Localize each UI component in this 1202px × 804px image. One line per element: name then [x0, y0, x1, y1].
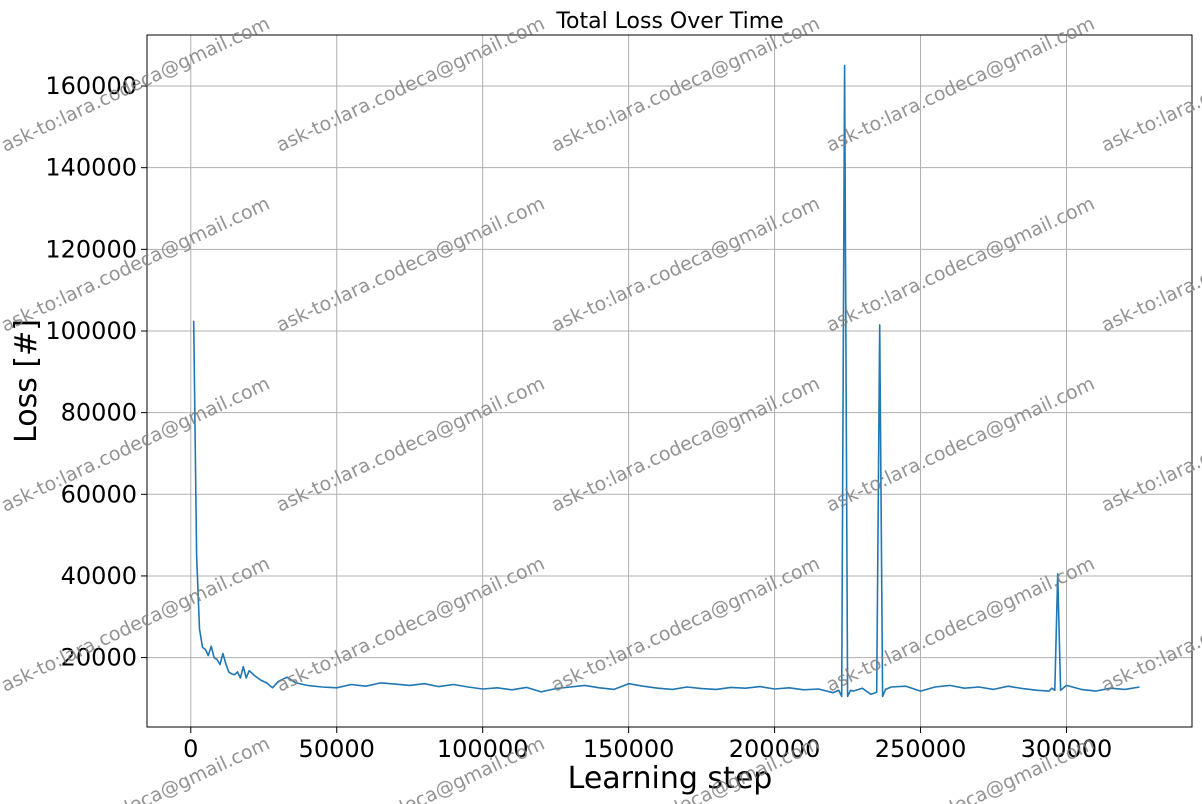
x-tick-label: 50000: [299, 735, 375, 763]
y-tick-label: 20000: [61, 644, 137, 672]
y-tick-label: 40000: [61, 562, 137, 590]
watermark-text: ask-to:lara.codeca@gmail.com: [0, 733, 273, 804]
watermark-text: ask-to:lara.codeca@gmail.com: [273, 553, 548, 697]
x-tick-label: 150000: [583, 735, 675, 763]
y-tick-label: 140000: [45, 154, 137, 182]
watermark-text: ask-to:lara.codeca@gmail.com: [0, 193, 273, 337]
watermark-text: ask-to:lara.codeca@gmail.com: [1098, 13, 1202, 157]
watermark-text: ask-to:lara.codeca@gmail.com: [823, 13, 1098, 157]
x-tick-label: 0: [183, 735, 198, 763]
watermark-text: ask-to:lara.codeca@gmail.com: [548, 373, 823, 517]
watermark-text: ask-to:lara.codeca@gmail.com: [823, 193, 1098, 337]
ticks: 0 50000 100000 150000 200000 250000 300000 2000…: [45, 72, 1112, 763]
x-axis-label: Learning step: [568, 761, 773, 796]
watermark-text: ask-to:lara.codeca@gmail.com: [1098, 733, 1202, 804]
series-layer: [192, 64, 1140, 698]
watermark-text: ask-to:lara.codeca@gmail.com: [1098, 373, 1202, 517]
y-tick-label: 80000: [61, 399, 137, 427]
watermark-text: ask-to:lara.codeca@gmail.com: [273, 13, 548, 157]
x-tick-label: 300000: [1021, 735, 1113, 763]
y-axis-label: Loss [#]: [9, 319, 44, 443]
watermark-text: ask-to:lara.codeca@gmail.com: [548, 13, 823, 157]
grid: [147, 35, 1192, 727]
y-tick-label: 160000: [45, 72, 137, 100]
watermark-text: ask-to:lara.codeca@gmail.com: [823, 373, 1098, 517]
watermark-text: ask-to:lara.codeca@gmail.com: [548, 193, 823, 337]
x-tick-label: 200000: [729, 735, 821, 763]
y-tick-label: 60000: [61, 480, 137, 508]
watermark-text: ask-to:lara.codeca@gmail.com: [1098, 193, 1202, 337]
y-tick-label: 120000: [45, 235, 137, 263]
watermark-layer: ask-to:lara.codeca@gmail.com ask-to:lara.…: [0, 13, 1202, 804]
watermark-text: ask-to:lara.codeca@gmail.com: [273, 193, 548, 337]
chart-title: Total Loss Over Time: [555, 9, 783, 34]
watermark-text: ask-to:lara.codeca@gmail.com: [548, 553, 823, 697]
plot-frame: [146, 34, 1193, 728]
watermark-text: ask-to:lara.codeca@gmail.com: [273, 373, 548, 517]
watermark-text: ask-to:lara.codeca@gmail.com: [1098, 553, 1202, 697]
x-tick-label: 250000: [875, 735, 967, 763]
loss-series-line: [192, 64, 1140, 698]
y-tick-label: 100000: [45, 317, 137, 345]
x-tick-label: 100000: [437, 735, 529, 763]
watermark-text: ask-to:lara.codeca@gmail.com: [0, 13, 273, 157]
